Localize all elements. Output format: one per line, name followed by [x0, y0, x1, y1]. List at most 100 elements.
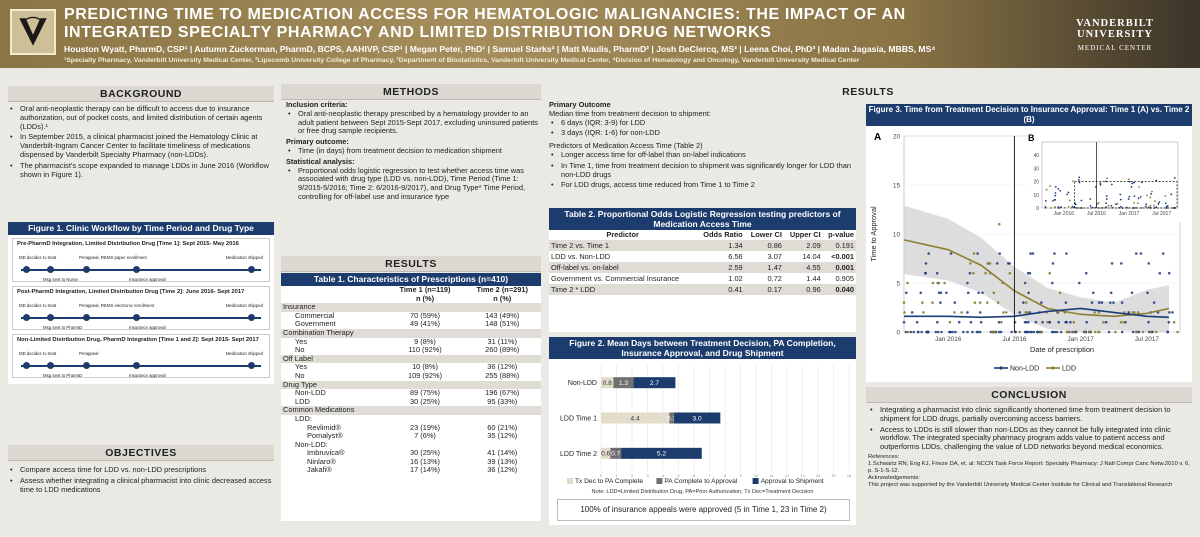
inset-data-point — [1155, 179, 1158, 182]
table2-cell: 14.04 — [802, 252, 821, 261]
x-tick-label: 3 — [646, 474, 648, 478]
legend-marker — [1051, 366, 1055, 370]
data-point-ldd — [1002, 311, 1005, 314]
panel-label-b: B — [1028, 133, 1035, 143]
data-point-ldd — [1026, 311, 1029, 314]
data-point-non-ldd — [1053, 252, 1056, 255]
inset-data-point — [1054, 194, 1057, 197]
table1-row-label: No — [295, 370, 305, 380]
workflow-step-label: Insurance approval — [129, 277, 166, 282]
x-tick-label: 2 — [631, 474, 633, 478]
data-point-non-ldd — [923, 271, 927, 275]
data-point-non-ldd — [937, 291, 941, 295]
inset-data-point — [1105, 202, 1108, 205]
data-point-non-ldd — [935, 271, 939, 275]
data-point-non-ldd — [1040, 301, 1043, 304]
workflow-step-label: MD decides to treat — [19, 255, 57, 260]
legend-label: Approval to Shipment — [761, 478, 824, 485]
workflow-step-dot — [47, 362, 54, 369]
workflow-panel-heading: Pre-PharmD Integration, Limited Distribu… — [17, 241, 239, 247]
data-point-non-ldd — [981, 291, 984, 295]
data-point-ldd — [986, 262, 990, 265]
table1-row-label: Commercial — [295, 310, 335, 320]
data-point-ldd — [1176, 330, 1179, 334]
data-point-non-ldd — [1065, 252, 1068, 255]
primary-outcome-label: Primary outcome: — [286, 137, 349, 147]
data-point-non-ldd — [995, 262, 999, 265]
table2-row: Time 2 * LDD 0.41 0.17 0.96 0.040 — [549, 284, 856, 295]
inset-data-point — [1149, 196, 1152, 199]
data-point-ldd — [903, 311, 906, 314]
inset-data-point — [1133, 181, 1135, 184]
y-tick-label: 15 — [893, 183, 901, 190]
data-point-non-ldd — [927, 252, 930, 255]
data-point-non-ldd — [1161, 252, 1165, 255]
methods-section: Inclusion criteria: Oral anti-neoplastic… — [286, 100, 538, 204]
data-point-non-ldd — [1127, 311, 1131, 314]
workflow-step-dot — [248, 314, 255, 321]
workflow-step-label: PA/appeal, REMS paper enrollment — [79, 255, 147, 260]
inclusion-label: Inclusion criteria: — [286, 100, 348, 109]
data-point-ldd — [906, 281, 909, 285]
workflow-step-label: MD decides to treat — [19, 303, 57, 308]
table1-subheader: n (%) — [415, 293, 435, 303]
data-point-non-ldd — [1029, 330, 1032, 334]
data-point-non-ldd — [936, 320, 939, 324]
inset-data-point — [1153, 204, 1155, 207]
workflow-step-label: Msg sent to PharmD — [43, 373, 83, 378]
figure2-note: Note: LDD=Limited Distribution Drug, PA=… — [591, 489, 814, 495]
data-point-non-ldd — [968, 271, 972, 275]
table1-row-label: LDD — [295, 396, 310, 406]
table1-cell-time2: 143 (49%) — [485, 310, 520, 320]
data-point-non-ldd — [969, 320, 973, 324]
methods-heading: METHODS — [281, 84, 541, 100]
data-point-non-ldd — [951, 330, 954, 334]
inset-data-point — [1173, 176, 1176, 179]
table2-cell: 6.56 — [728, 252, 743, 261]
data-point-non-ldd — [1027, 291, 1030, 295]
primary-outcome-bullet: 6 days (IQR: 3-9) for LDD — [549, 118, 859, 128]
inset-data-point — [1127, 178, 1130, 181]
table2-cell: 0.96 — [783, 284, 823, 295]
data-point-non-ldd — [1100, 301, 1104, 304]
table2-cell: Government vs. Commercial Insurance — [551, 273, 680, 283]
predictor-bullet: For LDD drugs, access time reduced from … — [549, 181, 859, 190]
table1-row-label: Government — [295, 319, 336, 329]
table1-cell-time2: 255 (88%) — [485, 370, 520, 380]
inset-y-tick-label: 10 — [1033, 193, 1039, 199]
data-point-non-ldd — [1022, 301, 1025, 304]
table1-row: No 109 (92%) 255 (88%) — [281, 370, 541, 381]
data-point-non-ldd — [1064, 301, 1068, 304]
inset-data-point — [1080, 199, 1083, 202]
inset-data-point — [1154, 200, 1156, 203]
legend-label: PA Complete to Approval — [664, 478, 737, 485]
data-point-ldd — [948, 320, 952, 324]
inset-data-point — [1074, 203, 1077, 206]
data-point-ldd — [1102, 320, 1105, 324]
inset-data-point — [1107, 204, 1110, 207]
inset-plot-area — [1041, 141, 1179, 209]
inset-zoom-box — [1074, 181, 1178, 209]
data-point-ldd — [1122, 320, 1125, 324]
data-point-non-ldd — [927, 330, 930, 334]
table1-row-label: Insurance — [281, 303, 387, 312]
institution-name: VANDERBILT UNIVERSITY — [1076, 18, 1154, 40]
background-heading: BACKGROUND — [8, 86, 274, 102]
table2-header: Upper CI — [789, 230, 821, 239]
figure2-panel: Figure 2. Mean Days between Treatment De… — [549, 337, 856, 525]
figure3-title: Figure 3. Time from Treatment Decision t… — [866, 104, 1192, 126]
inset-data-point — [1133, 202, 1135, 204]
data-point-ldd — [1056, 311, 1060, 314]
data-point-ldd — [922, 311, 925, 314]
inset-data-point — [1059, 206, 1062, 209]
table1-cell-time1: 49 (41%) — [410, 319, 440, 329]
references-block: References: 1.Schwartz RN, Eng KJ, Friez… — [868, 454, 1190, 489]
data-point-non-ldd — [902, 320, 906, 324]
table1-row: Ninlaro® 16 (13%) 39 (13%) — [281, 457, 541, 467]
table2-header: Predictor — [606, 230, 639, 239]
data-point-non-ldd — [957, 320, 961, 324]
data-point-non-ldd — [1166, 330, 1169, 334]
table1-row: Pomalyst® 7 (6%) 35 (12%) — [281, 431, 541, 441]
primary-outcome-results-text: Median time from treatment decision to s… — [549, 108, 711, 118]
table1-row: Non-LDD: — [281, 440, 541, 450]
